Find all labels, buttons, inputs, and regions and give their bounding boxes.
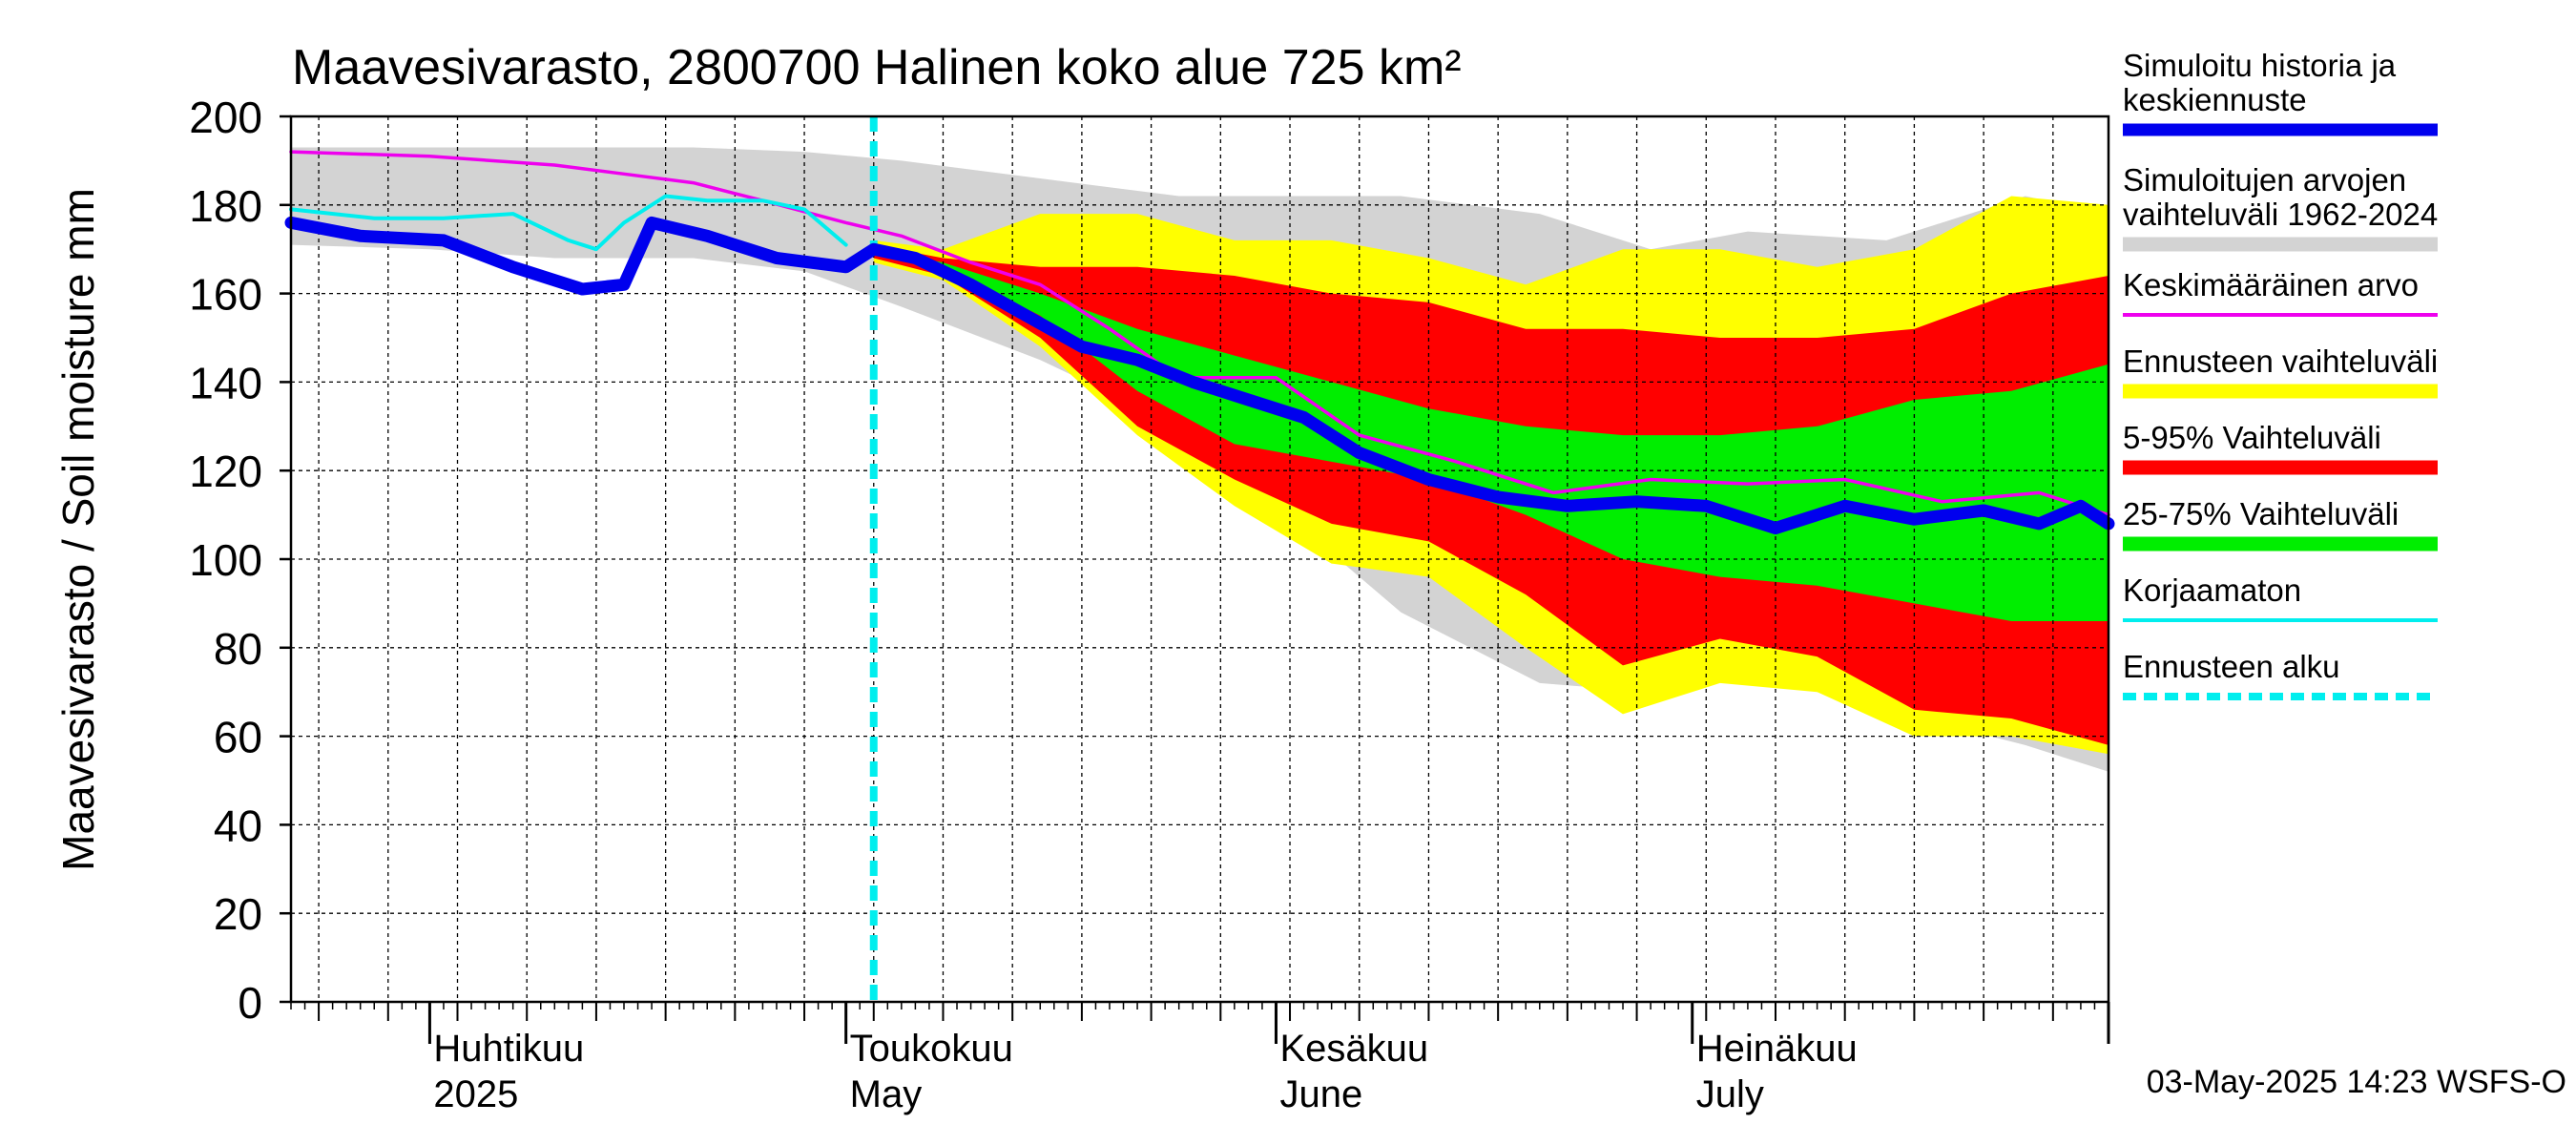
y-tick-label: 200	[189, 93, 262, 142]
line-mean	[289, 150, 2110, 517]
legend-label: vaihteluväli 1962-2024	[2123, 197, 2438, 232]
y-axis-label: Maavesivarasto / Soil moisture mm	[53, 188, 103, 871]
legend-label: Ennusteen alku	[2123, 649, 2340, 684]
y-tick-label: 40	[214, 801, 262, 850]
y-tick-label: 60	[214, 713, 262, 762]
line-uncorrected	[289, 194, 848, 252]
x-month-label-fi: Toukokuu	[850, 1028, 1013, 1070]
legend-label: Ennusteen vaihteluväli	[2123, 344, 2438, 379]
y-axis: 0 20 40 60 80 100 120 140 160 180 200	[189, 93, 291, 1028]
x-month-label-en: July	[1696, 1073, 1764, 1115]
legend-label: 5-95% Vaihteluväli	[2123, 420, 2381, 455]
y-tick-label: 160	[189, 270, 262, 320]
y-tick-label: 20	[214, 889, 262, 939]
y-tick-label: 80	[214, 624, 262, 674]
legend-label: keskiennuste	[2123, 82, 2307, 117]
x-month-label-en: May	[850, 1073, 923, 1115]
x-month-label-en: June	[1279, 1073, 1362, 1115]
y-tick-label: 120	[189, 447, 262, 496]
y-tick-label: 0	[238, 978, 262, 1028]
x-month-label-en: 2025	[433, 1073, 518, 1115]
line-history-forecast	[284, 216, 2115, 534]
y-tick-label: 100	[189, 535, 262, 585]
timestamp-label: 03-May-2025 14:23 WSFS-O	[2147, 1064, 2566, 1100]
x-month-label-fi: Huhtikuu	[433, 1028, 584, 1070]
series-lines	[284, 116, 2115, 1002]
legend-label: Simuloitu historia ja	[2123, 48, 2397, 83]
chart-title: Maavesivarasto, 2800700 Halinen koko alu…	[292, 40, 1462, 95]
x-month-label-fi: Kesäkuu	[1279, 1028, 1428, 1070]
range-bands	[291, 147, 2109, 772]
y-tick-label: 180	[189, 181, 262, 231]
band-25-75-vaihteluv-li	[873, 249, 2109, 621]
legend-label: 25-75% Vaihteluväli	[2123, 496, 2399, 531]
legend-label: Simuloitujen arvojen	[2123, 162, 2406, 198]
y-tick-label: 140	[189, 358, 262, 407]
grid-lines	[291, 116, 2109, 1002]
legend-label: Keskimääräinen arvo	[2123, 267, 2419, 302]
legend-label: Korjaamaton	[2123, 572, 2301, 608]
x-month-label-fi: Heinäkuu	[1696, 1028, 1858, 1070]
